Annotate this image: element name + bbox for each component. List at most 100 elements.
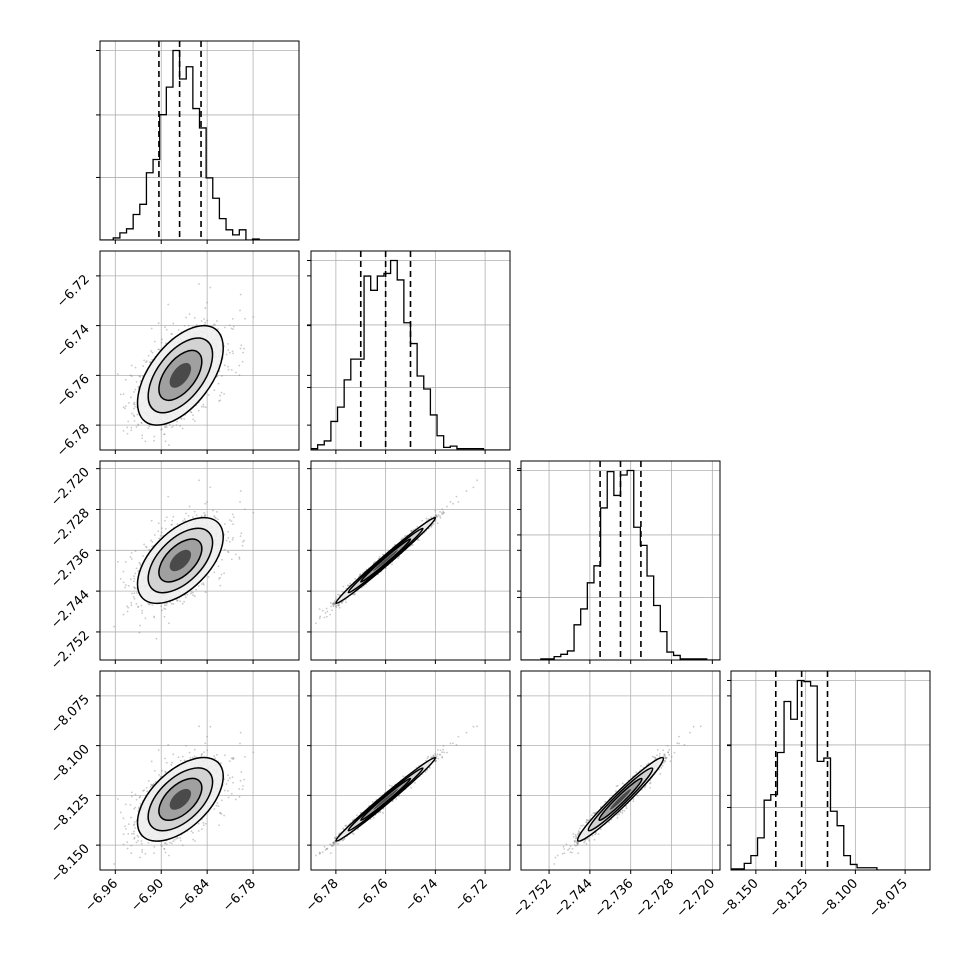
sample-point [238, 364, 241, 367]
sample-point [345, 601, 347, 604]
sample-point [231, 776, 234, 779]
sample-point [200, 320, 203, 322]
sample-point [227, 537, 230, 539]
sample-point [190, 592, 192, 595]
sample-point [219, 811, 222, 814]
sample-point [147, 354, 150, 357]
sample-point [335, 604, 338, 607]
sample-point [132, 580, 135, 583]
sample-point [179, 600, 182, 603]
sample-point [411, 543, 414, 546]
sample-point [148, 425, 151, 428]
sample-point [204, 502, 207, 505]
sample-point [215, 804, 218, 807]
sample-point [215, 320, 218, 322]
sample-point [243, 778, 245, 781]
sample-point [331, 602, 334, 605]
sample-point [441, 512, 443, 514]
sample-point [122, 833, 125, 835]
sample-point [354, 577, 357, 580]
sample-point [353, 593, 356, 596]
sample-point [185, 316, 187, 319]
sample-point [134, 572, 137, 575]
sample-point [435, 515, 437, 518]
sample-point [412, 528, 415, 531]
sample-point [338, 604, 340, 607]
sample-point [161, 338, 163, 341]
sample-point [186, 593, 189, 596]
sample-point [212, 509, 214, 512]
sample-point [141, 434, 144, 437]
sample-point [231, 317, 234, 320]
sample-point [133, 597, 136, 600]
sample-point [225, 353, 228, 356]
sample-point [161, 609, 163, 612]
sample-point [164, 326, 166, 329]
sample-point [221, 799, 223, 802]
sample-point [337, 593, 339, 596]
sample-point [417, 539, 420, 541]
sample-point [223, 364, 226, 367]
sample-point [232, 328, 234, 331]
sample-point [157, 322, 160, 325]
sample-point [242, 351, 244, 354]
sample-point [129, 816, 132, 819]
sample-point [198, 479, 200, 482]
sample-point [329, 601, 332, 604]
sample-point [159, 776, 162, 778]
sample-point [130, 604, 133, 607]
sample-point [195, 514, 198, 517]
sample-point [228, 777, 231, 779]
sample-point [187, 514, 190, 517]
sample-point [134, 550, 137, 553]
sample-point [142, 790, 145, 792]
sample-point [161, 845, 163, 848]
sample-point [191, 516, 194, 519]
sample-point [147, 549, 150, 551]
sample-point [164, 440, 167, 443]
sample-point [144, 440, 147, 443]
sample-point [167, 303, 170, 306]
sample-point [139, 856, 142, 859]
sample-point [231, 513, 234, 516]
sample-point [191, 756, 194, 759]
sample-point [239, 309, 241, 312]
sample-point [226, 365, 229, 368]
sample-point [150, 519, 153, 522]
sample-point [219, 584, 222, 587]
sample-point [334, 600, 336, 603]
sample-point [238, 558, 241, 560]
sample-point [203, 751, 205, 754]
sample-point [157, 348, 160, 351]
sample-point [341, 590, 344, 593]
sample-point [337, 604, 340, 606]
density-contour [169, 362, 192, 388]
sample-point [215, 517, 217, 520]
sample-point [230, 558, 233, 561]
sample-point [126, 605, 129, 608]
sample-point [207, 576, 210, 578]
y-tick-label: −2.736 [48, 547, 93, 592]
sample-point [141, 612, 144, 614]
sample-point [333, 603, 336, 606]
sample-point [155, 637, 158, 640]
sample-point [168, 444, 170, 446]
sample-point [240, 771, 243, 773]
sample-point [164, 527, 167, 530]
sample-point [133, 586, 135, 588]
sample-point [179, 425, 182, 427]
sample-point [232, 325, 235, 328]
sample-point [228, 519, 231, 521]
sample-point [214, 324, 217, 326]
sample-point [150, 783, 153, 786]
sample-point [144, 545, 147, 548]
sample-point [185, 744, 187, 747]
sample-point [127, 420, 130, 423]
sample-point [137, 606, 140, 609]
sample-point [190, 411, 192, 413]
sample-point [140, 604, 143, 607]
sample-point [194, 840, 196, 842]
sample-point [332, 602, 335, 605]
sample-point [134, 388, 137, 391]
sample-point [113, 625, 116, 628]
